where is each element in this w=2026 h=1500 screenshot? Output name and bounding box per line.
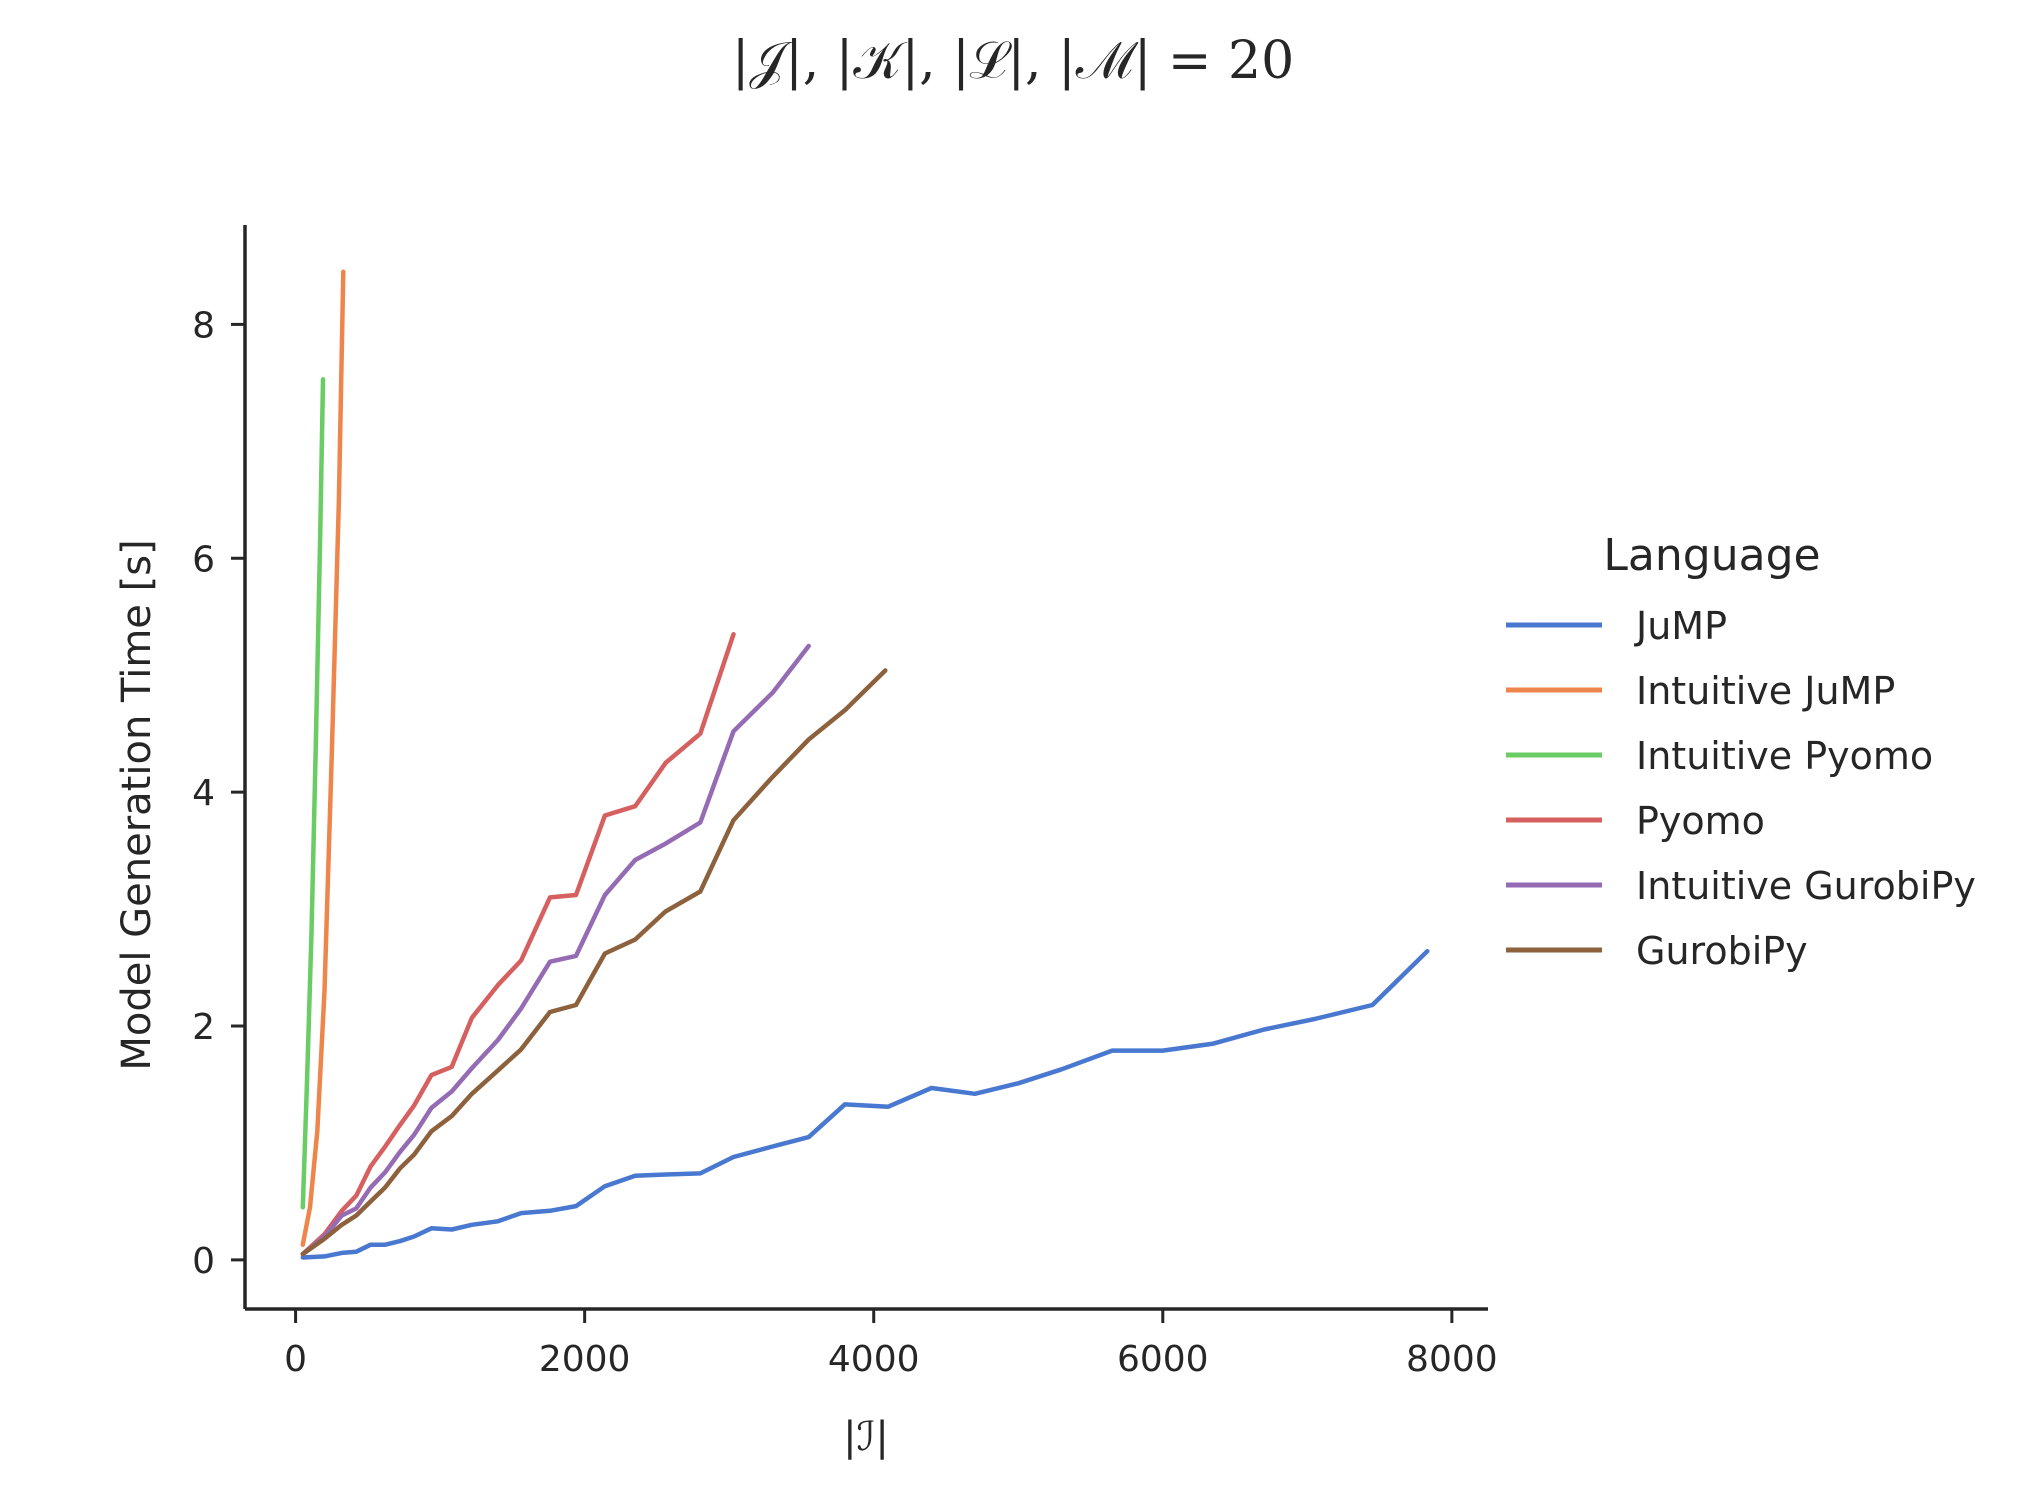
legend-label-pyomo: Pyomo <box>1636 799 1765 843</box>
legend-label-gurobipy: GurobiPy <box>1636 929 1808 973</box>
axes <box>243 225 1488 1311</box>
y-tick-label: 6 <box>192 539 215 580</box>
series-lines <box>300 269 1430 1260</box>
legend-label-jump: JuMP <box>1634 604 1727 648</box>
legend: Language JuMP Intuitive JuMP Intuitive Pyo… <box>1506 530 1976 973</box>
x-tick-label: 4000 <box>828 1339 920 1380</box>
series-line-intuitive-jump <box>300 269 346 1247</box>
series-line-pyomo <box>300 632 736 1257</box>
legend-title: Language <box>1603 530 1820 581</box>
x-tick-label: 0 <box>284 1339 307 1380</box>
y-ticks: 0 2 4 6 8 <box>192 305 245 1282</box>
x-tick-label: 2000 <box>539 1339 631 1380</box>
chart-title: |𝒥|, |𝒦|, |ℒ|, |ℳ| = 20 <box>732 31 1294 91</box>
x-tick-label: 6000 <box>1117 1339 1209 1380</box>
y-tick-label: 0 <box>192 1241 215 1282</box>
x-axis-label: |ℐ| <box>843 1414 889 1460</box>
y-axis-label: Model Generation Time [s] <box>114 539 160 1070</box>
series-line-gurobipy <box>300 668 888 1257</box>
legend-label-intuitive-gurobipy: Intuitive GurobiPy <box>1636 864 1976 908</box>
series-line-intuitive-gurobipy <box>300 643 811 1257</box>
x-ticks: 0 2000 4000 6000 8000 <box>284 1309 1498 1380</box>
y-tick-label: 2 <box>192 1007 215 1048</box>
y-tick-label: 4 <box>192 773 215 814</box>
legend-label-intuitive-pyomo: Intuitive Pyomo <box>1636 734 1933 778</box>
series-line-intuitive-pyomo <box>300 377 326 1210</box>
x-tick-label: 8000 <box>1406 1339 1498 1380</box>
series-line-jump <box>300 948 1430 1260</box>
y-tick-label: 8 <box>192 305 215 346</box>
legend-items: JuMP Intuitive JuMP Intuitive Pyomo Pyomo In… <box>1506 604 1976 973</box>
legend-label-intuitive-jump: Intuitive JuMP <box>1636 669 1895 713</box>
